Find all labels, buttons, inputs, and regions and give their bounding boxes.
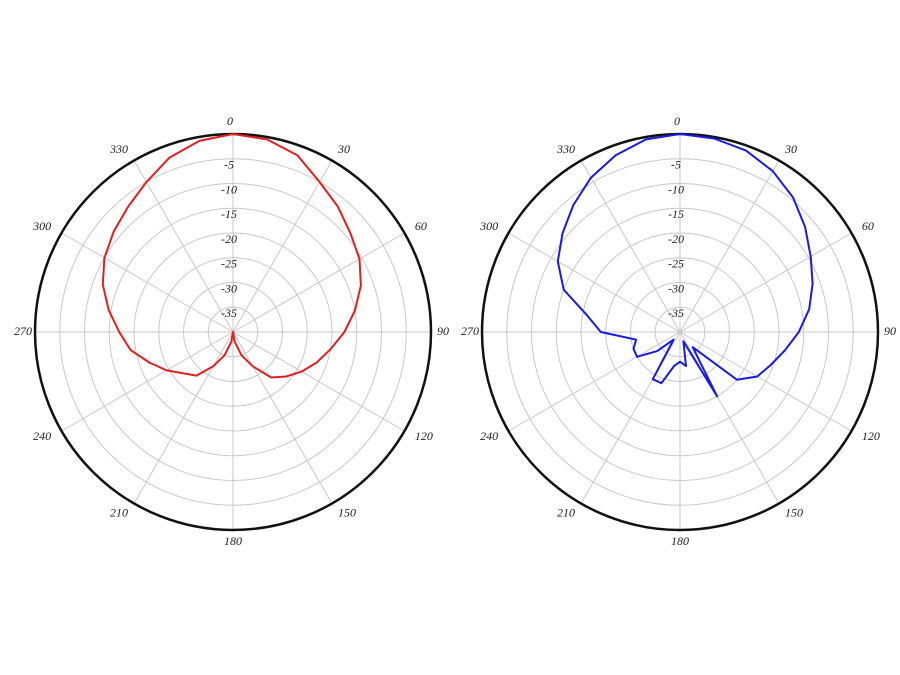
- grid-spoke: [133, 160, 234, 333]
- grid-spoke: [580, 160, 681, 333]
- grid-spoke: [679, 331, 852, 432]
- pattern-line: [101, 133, 362, 379]
- theta-tick-label: 150: [338, 506, 356, 520]
- theta-tick-label: 120: [862, 429, 880, 443]
- theta-tick-label: 0: [227, 114, 233, 128]
- grid-spoke: [232, 331, 333, 504]
- theta-tick-label: 270: [461, 324, 479, 338]
- theta-tick-label: 120: [415, 429, 433, 443]
- grid-spoke: [61, 232, 234, 333]
- r-tick-label: -5: [224, 158, 234, 172]
- r-tick-label: -35: [668, 306, 684, 320]
- r-tick-label: -25: [221, 257, 237, 271]
- r-tick-label: -10: [668, 182, 684, 196]
- r-tick-label: -5: [671, 158, 681, 172]
- theta-tick-label: 300: [479, 219, 498, 233]
- r-tick-label: -10: [221, 182, 237, 196]
- grid-spoke: [232, 232, 405, 333]
- grid-spoke: [508, 232, 681, 333]
- grid-spoke: [232, 160, 333, 333]
- theta-tick-label: 150: [785, 506, 803, 520]
- theta-tick-label: 180: [671, 534, 689, 548]
- theta-tick-label: 0: [674, 114, 680, 128]
- theta-tick-label: 240: [33, 429, 51, 443]
- r-tick-label: -15: [668, 207, 684, 221]
- theta-tick-label: 300: [32, 219, 51, 233]
- grid-spoke: [508, 331, 681, 432]
- r-tick-label: -30: [221, 281, 237, 295]
- theta-tick-label: 60: [415, 219, 427, 233]
- theta-tick-label: 60: [862, 219, 874, 233]
- theta-tick-label: 30: [784, 142, 797, 156]
- r-tick-label: -30: [668, 281, 684, 295]
- theta-tick-label: 330: [556, 142, 575, 156]
- theta-tick-label: 210: [557, 506, 575, 520]
- theta-tick-label: 90: [437, 324, 449, 338]
- r-tick-label: -20: [221, 232, 237, 246]
- theta-tick-label: 270: [14, 324, 32, 338]
- theta-tick-label: 210: [110, 506, 128, 520]
- grid-spoke: [133, 331, 234, 504]
- grid-spoke: [232, 331, 405, 432]
- theta-tick-label: 180: [224, 534, 242, 548]
- theta-tick-label: 30: [337, 142, 350, 156]
- r-tick-label: -20: [668, 232, 684, 246]
- grid-spoke: [679, 232, 852, 333]
- grid-spoke: [61, 331, 234, 432]
- theta-tick-label: 330: [109, 142, 128, 156]
- theta-tick-label: 90: [884, 324, 896, 338]
- grid-spoke: [679, 160, 780, 333]
- r-tick-label: -15: [221, 207, 237, 221]
- theta-tick-label: 240: [480, 429, 498, 443]
- grid-spoke: [679, 331, 780, 504]
- pattern-line: [556, 133, 814, 398]
- r-tick-label: -25: [668, 257, 684, 271]
- r-tick-label: -35: [221, 306, 237, 320]
